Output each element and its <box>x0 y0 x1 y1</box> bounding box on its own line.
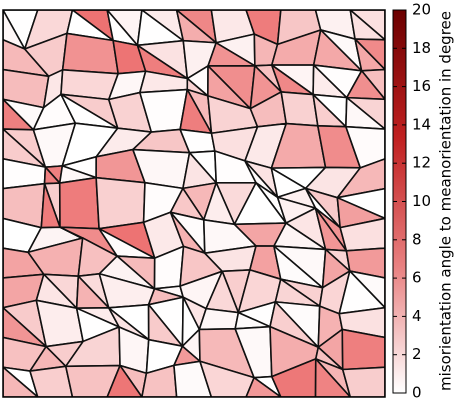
grain <box>341 366 385 397</box>
grain <box>106 364 143 397</box>
colorbar-tick-label: 12 <box>412 154 431 172</box>
grain <box>95 176 146 230</box>
colorbar-tick-label: 16 <box>412 77 431 95</box>
grain <box>339 217 385 252</box>
grain <box>336 158 385 199</box>
grain <box>29 365 74 397</box>
colorbar-tick-label: 14 <box>412 115 431 133</box>
grain <box>341 328 385 371</box>
grain <box>245 376 282 397</box>
grain <box>280 91 319 127</box>
colorbar-tick-label: 20 <box>412 1 431 19</box>
grain <box>338 306 385 339</box>
grain <box>270 358 317 397</box>
colorbar-tick-label: 18 <box>412 39 431 57</box>
grain <box>198 307 240 331</box>
grain <box>61 32 119 75</box>
colorbar-label: misorientation angle to meanorientation … <box>437 11 455 391</box>
grain-map <box>3 10 385 397</box>
grain <box>141 364 178 397</box>
grain <box>314 358 352 397</box>
colorbar-tick-label: 0 <box>412 384 422 402</box>
grain <box>345 247 385 279</box>
grain <box>58 176 100 230</box>
colorbar-tick-label: 8 <box>412 230 422 248</box>
colorbar-tick-label: 2 <box>412 345 422 363</box>
grain <box>3 366 39 397</box>
map-frame <box>2 9 386 398</box>
grain <box>199 360 255 397</box>
grain <box>64 364 121 397</box>
colorbar-tick-label: 10 <box>412 192 431 210</box>
colorbar-tick-label: 4 <box>412 307 422 325</box>
grain <box>345 125 385 169</box>
colorbar-tick-label: 6 <box>412 269 422 287</box>
